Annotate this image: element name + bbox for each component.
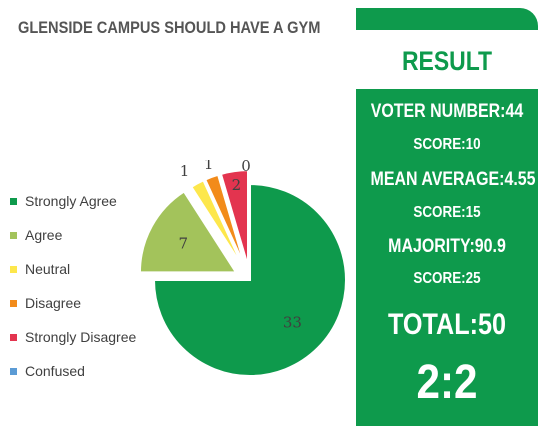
legend-label: Agree — [25, 227, 63, 243]
legend-item: Neutral — [10, 252, 136, 286]
legend-label: Strongly Agree — [25, 193, 117, 209]
result-panel: RESULT VOTER NUMBER:44 SCORE:10 MEAN AVE… — [356, 8, 538, 426]
pie-slice — [219, 169, 250, 267]
pie-slice — [203, 173, 247, 268]
pie-data-label: 1 — [180, 162, 190, 180]
legend-label: Neutral — [25, 261, 71, 277]
pie-slice — [190, 179, 245, 269]
pie-data-label: 2 — [232, 176, 242, 194]
legend-swatch — [10, 265, 17, 273]
pie-data-label: 7 — [179, 235, 189, 253]
legend-label: Disagree — [25, 295, 82, 311]
legend-item: Agree — [10, 218, 136, 252]
legend-swatch — [10, 197, 17, 205]
legend-item: Strongly Disagree — [10, 320, 136, 354]
legend-label: Confused — [25, 363, 85, 379]
final-ratio: 2:2 — [416, 356, 478, 409]
legend-swatch — [10, 333, 17, 341]
legend-item: Strongly Agree — [10, 184, 136, 218]
total-score: TOTAL:50 — [387, 308, 507, 341]
legend-item: Confused — [10, 354, 136, 388]
chart-title: GLENSIDE CAMPUS SHOULD HAVE A GYM — [18, 18, 321, 37]
pie-data-label: 33 — [283, 313, 302, 331]
legend-swatch — [10, 231, 17, 239]
legend-item: Disagree — [10, 286, 136, 320]
mean-average: MEAN AVERAGE:4.55 — [370, 169, 536, 190]
score-voters: SCORE:10 — [413, 136, 481, 153]
legend-swatch — [10, 299, 17, 307]
pie-data-label: 0 — [241, 160, 251, 175]
pie-chart: 33 7 1 1 20 — [140, 160, 347, 377]
result-heading: RESULT — [401, 46, 493, 76]
result-body: VOTER NUMBER:44 SCORE:10 MEAN AVERAGE:4.… — [356, 89, 538, 426]
pie-data-label: 1 — [204, 160, 214, 173]
score-majority: SCORE:25 — [413, 270, 481, 287]
legend-swatch — [10, 367, 17, 375]
panel-header-tab — [356, 8, 538, 30]
pie-slice — [152, 182, 347, 377]
chart-legend: Strongly Agree Agree Neutral Disagree Strong… — [10, 184, 136, 388]
majority: MAJORITY:90.9 — [388, 236, 506, 257]
voter-number: VOTER NUMBER:44 — [370, 101, 524, 122]
score-mean: SCORE:15 — [413, 204, 481, 221]
pie-slice — [140, 190, 238, 274]
legend-label: Strongly Disagree — [25, 329, 137, 345]
